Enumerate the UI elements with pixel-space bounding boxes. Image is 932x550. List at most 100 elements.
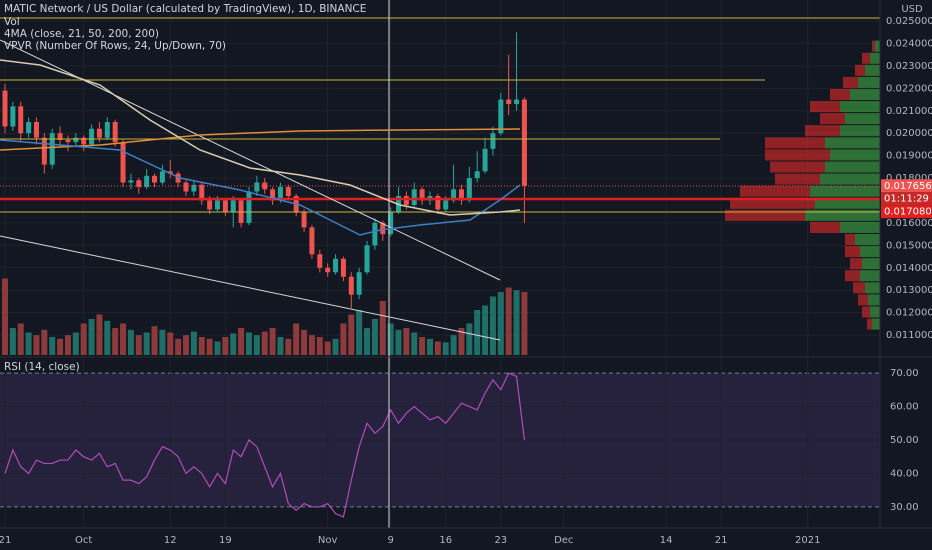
vpvr-down bbox=[810, 221, 840, 233]
x-tick-label: 16 bbox=[439, 535, 452, 546]
countdown-label-box bbox=[881, 192, 932, 206]
volume-bar bbox=[356, 310, 363, 355]
volume-bar bbox=[198, 337, 205, 355]
x-tick-label: 12 bbox=[164, 535, 177, 546]
volume-bar bbox=[135, 335, 142, 355]
volume-bar bbox=[332, 338, 339, 355]
candle-body bbox=[207, 200, 213, 210]
candle-body bbox=[26, 121, 32, 134]
vpvr-down bbox=[725, 209, 805, 221]
candle-body bbox=[514, 99, 520, 105]
vpvr-down bbox=[867, 318, 872, 330]
candle-body bbox=[144, 175, 150, 188]
volume-bar bbox=[340, 323, 347, 355]
x-tick-label: 21 bbox=[715, 535, 728, 546]
candle-body bbox=[167, 171, 173, 174]
volume-bar bbox=[143, 332, 150, 355]
vpvr-up bbox=[850, 88, 880, 101]
volume-bar bbox=[238, 328, 245, 355]
volume-bar bbox=[395, 329, 402, 355]
candle-body bbox=[183, 182, 189, 192]
vpvr-up bbox=[870, 52, 880, 64]
candle-body bbox=[466, 178, 472, 201]
volume-bar bbox=[364, 328, 371, 355]
y-tick-label: 0.01400000 bbox=[886, 263, 932, 274]
y-tick-label: 0.02500000 bbox=[886, 16, 932, 27]
volume-bar bbox=[206, 338, 213, 355]
vpvr-up bbox=[845, 113, 880, 125]
vpvr-down bbox=[765, 137, 825, 149]
y-tick-label: 0.01800000 bbox=[886, 173, 932, 184]
volume-bar bbox=[96, 314, 103, 355]
vpvr-up bbox=[855, 233, 880, 246]
candle-body bbox=[372, 222, 378, 246]
rsi-line bbox=[4, 372, 526, 518]
volume-bar bbox=[120, 323, 127, 355]
vpvr-up bbox=[858, 76, 880, 88]
x-tick-label: Dec bbox=[554, 535, 573, 546]
drawings: MATIC Network / US Dollar (calculated by… bbox=[0, 0, 932, 529]
volume-bar bbox=[458, 328, 465, 355]
candle-body bbox=[340, 258, 346, 277]
rsi-label: RSI (14, close) bbox=[4, 361, 80, 373]
candle-body bbox=[317, 254, 323, 268]
candle-body bbox=[65, 139, 71, 143]
last-price-label: 0.01765666 bbox=[884, 181, 932, 192]
vpvr-up bbox=[865, 64, 880, 76]
trend-line bbox=[0, 235, 501, 341]
volume-bar bbox=[2, 278, 8, 355]
candle-body bbox=[89, 128, 95, 145]
candle-body bbox=[388, 211, 394, 235]
volume-bar bbox=[104, 320, 111, 355]
y-tick-label: 0.02200000 bbox=[886, 83, 932, 94]
rsi-tick-label: 30.00 bbox=[890, 502, 919, 513]
rsi-tick-label: 50.00 bbox=[890, 435, 919, 446]
vpvr-up bbox=[875, 40, 880, 52]
volume-bar bbox=[33, 335, 40, 355]
candle-body bbox=[136, 180, 142, 188]
ma-line bbox=[0, 128, 521, 151]
candle-body bbox=[175, 173, 181, 183]
candle-body bbox=[222, 200, 228, 212]
volume-bar bbox=[285, 338, 292, 355]
vpvr-up bbox=[865, 282, 880, 294]
x-tick-label: Oct bbox=[75, 535, 92, 546]
y-tick-label: 0.02000000 bbox=[886, 128, 932, 139]
candle-body bbox=[49, 133, 55, 165]
volume-bar bbox=[505, 287, 512, 355]
volume-bar bbox=[371, 319, 378, 355]
ma-label: 4MA (close, 21, 50, 200, 200) bbox=[4, 28, 159, 40]
x-tick-label: 23 bbox=[494, 535, 507, 546]
volume-bar bbox=[466, 323, 473, 355]
vpvr-down bbox=[850, 258, 862, 270]
candle-body bbox=[380, 222, 386, 235]
volume-bar bbox=[80, 323, 87, 355]
volume-bar bbox=[112, 328, 119, 355]
vpvr-down bbox=[845, 270, 860, 282]
vpvr-up bbox=[862, 258, 880, 270]
volume-bar bbox=[230, 333, 237, 355]
vpvr-down bbox=[853, 282, 865, 294]
vpvr-down bbox=[855, 64, 865, 76]
candle-body bbox=[96, 128, 102, 138]
candle-body bbox=[230, 200, 236, 212]
vpvr-up bbox=[840, 101, 880, 113]
volume-bar bbox=[9, 328, 16, 355]
candle-body bbox=[506, 99, 512, 105]
level-price-label-box bbox=[881, 205, 932, 219]
level-price-label: 0.01708007 bbox=[884, 207, 932, 218]
volume-bar bbox=[175, 338, 182, 355]
volume-bar bbox=[49, 337, 56, 355]
vpvr-up bbox=[840, 125, 880, 137]
candle-body bbox=[104, 121, 110, 138]
volume-bar bbox=[434, 341, 441, 355]
y-tick-label: 0.02100000 bbox=[886, 106, 932, 117]
candle-body bbox=[325, 267, 331, 273]
vpvr-down bbox=[845, 246, 860, 258]
volume-bar bbox=[348, 314, 355, 355]
volume-bar bbox=[513, 290, 520, 355]
vpvr-up bbox=[825, 161, 880, 173]
x-tick-label: 9 bbox=[387, 535, 393, 546]
volume-bar bbox=[64, 335, 71, 355]
